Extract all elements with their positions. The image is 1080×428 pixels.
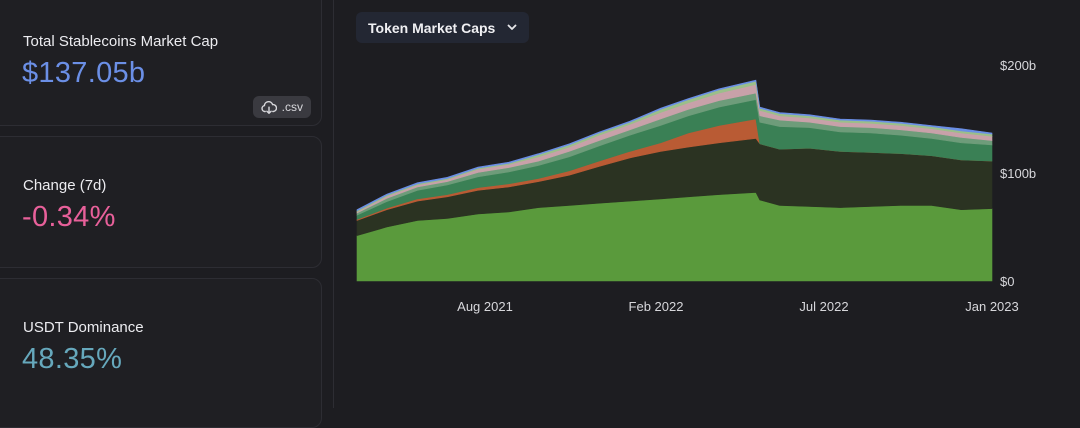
change-7d-label: Change (7d) (23, 177, 107, 194)
usdt-dominance-label: USDT Dominance (23, 319, 144, 336)
change-7d-value: -0.34% (22, 201, 116, 233)
cloud-download-icon (261, 100, 277, 114)
x-tick-label: Jul 2022 (799, 299, 848, 314)
chevron-down-icon (507, 24, 517, 30)
x-tick-label: Aug 2021 (457, 299, 513, 314)
area-series-7 (356, 79, 993, 212)
usdt-dominance-card: USDT Dominance 48.35% (0, 278, 322, 428)
x-tick-label: Feb 2022 (629, 299, 684, 314)
token-market-caps-chart: $0 $100b $200b Aug 2021 Feb 2022 Jul 2022 Jan … (356, 58, 1036, 314)
usdt-dominance-value: 48.35% (22, 343, 123, 375)
chart-type-dropdown[interactable]: Token Market Caps (356, 12, 530, 43)
total-market-cap-label: Total Stablecoins Market Cap (23, 33, 219, 50)
y-tick-label: $200b (1000, 58, 1036, 73)
chart-type-label: Token Market Caps (368, 19, 496, 36)
download-csv-button[interactable]: .csv (252, 96, 311, 118)
x-tick-label: Jan 2023 (965, 299, 1019, 314)
y-tick-label: $0 (1000, 274, 1014, 289)
change-7d-card: Change (7d) -0.34% (0, 136, 322, 268)
total-market-cap-card: Total Stablecoins Market Cap $137.05b .c… (0, 0, 322, 126)
panel-divider (333, 0, 334, 408)
download-csv-label: .csv (281, 100, 303, 114)
y-tick-label: $100b (1000, 166, 1036, 181)
total-market-cap-value: $137.05b (22, 57, 146, 89)
